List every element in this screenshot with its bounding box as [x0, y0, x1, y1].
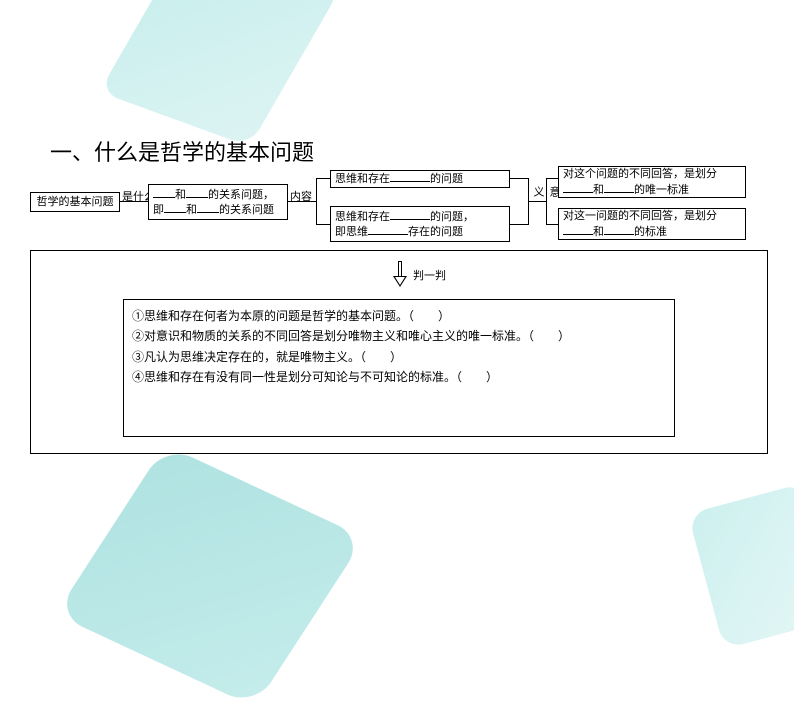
quiz-container: 判一判 ①思维和存在何者为本原的问题是哲学的基本问题。（ ） ②对意识和物质的关… [30, 250, 768, 454]
bg-decor-bottom-right [688, 483, 794, 649]
arrow-down-icon [393, 261, 407, 287]
node-branch2: 思维和存在的问题， 即思维存在的问题 [330, 206, 510, 242]
edge-split [316, 178, 317, 225]
slide-title: 一、什么是哲学的基本问题 [50, 135, 314, 167]
bg-decor-top-left [99, 0, 341, 147]
edge [546, 178, 558, 179]
node-branch1: 思维和存在的问题 [330, 170, 510, 188]
quiz-item: ①思维和存在何者为本原的问题是哲学的基本问题。（ ） [132, 306, 666, 326]
node-right1: 对这个问题的不同回答，是划分 和的唯一标准 [558, 166, 746, 198]
node-right2: 对这一问题的不同回答，是划分 和的标准 [558, 208, 746, 240]
edge [510, 178, 528, 179]
edge [510, 224, 528, 225]
edge-split [546, 178, 547, 225]
edge [528, 201, 546, 202]
node-level2: 和的关系问题， 即和的关系问题 [148, 184, 288, 220]
node-root: 哲学的基本问题 [30, 192, 120, 212]
edge [316, 178, 330, 179]
quiz-box: ①思维和存在何者为本原的问题是哲学的基本问题。（ ） ②对意识和物质的关系的不同… [123, 299, 675, 437]
quiz-item: ③凡认为思维决定存在的，就是唯物主义。（ ） [132, 347, 666, 367]
edge [546, 224, 558, 225]
arrow-label: 判一判 [413, 267, 446, 283]
quiz-item: ②对意识和物质的关系的不同回答是划分唯物主义和唯心主义的唯一标准。（ ） [132, 326, 666, 346]
bg-decor-bottom-left [55, 445, 364, 707]
quiz-item: ④思维和存在有没有同一性是划分可知论与不可知论的标准。（ ） [132, 367, 666, 387]
edge-label: 内容 [290, 188, 312, 204]
edge [316, 224, 330, 225]
